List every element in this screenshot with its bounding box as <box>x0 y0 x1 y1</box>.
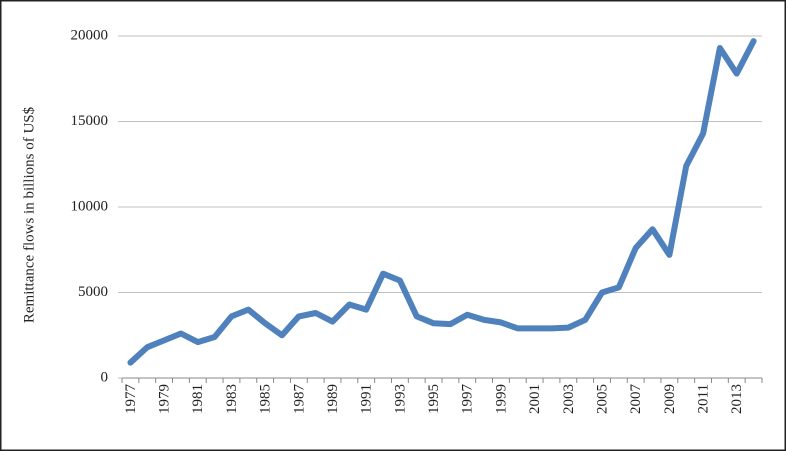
y-tick-label: 20000 <box>71 27 109 43</box>
x-tick-label: 2001 <box>527 384 543 414</box>
x-tick-label: 2003 <box>561 384 577 414</box>
x-tick-label: 1997 <box>460 384 476 415</box>
y-axis-label: Remittance flows in billions of US$ <box>21 106 37 323</box>
y-tick-label: 15000 <box>71 113 109 129</box>
x-tick-label: 1979 <box>157 384 173 414</box>
x-tick-label: 2013 <box>729 384 745 414</box>
y-tick-label: 5000 <box>78 284 108 300</box>
x-tick-label: 1991 <box>359 384 375 414</box>
x-tick-label: 2007 <box>628 384 644 415</box>
x-tick-label: 1977 <box>123 384 139 415</box>
x-tick-label: 2009 <box>662 384 678 414</box>
x-tick-label: 1981 <box>190 384 206 414</box>
x-tick-label: 1989 <box>325 384 341 414</box>
y-tick-label: 10000 <box>71 198 109 214</box>
x-tick-label: 1999 <box>493 384 509 414</box>
x-tick-label: 2005 <box>594 384 610 414</box>
data-line <box>127 38 757 366</box>
x-tick-label: 1993 <box>392 384 408 414</box>
y-tick-label: 0 <box>101 369 109 385</box>
x-tick-label: 1985 <box>258 384 274 414</box>
x-tick-label: 2011 <box>695 384 711 413</box>
x-tick-label: 1995 <box>426 384 442 414</box>
x-tick-label: 1983 <box>224 384 240 414</box>
x-tick-label: 1987 <box>291 384 307 415</box>
